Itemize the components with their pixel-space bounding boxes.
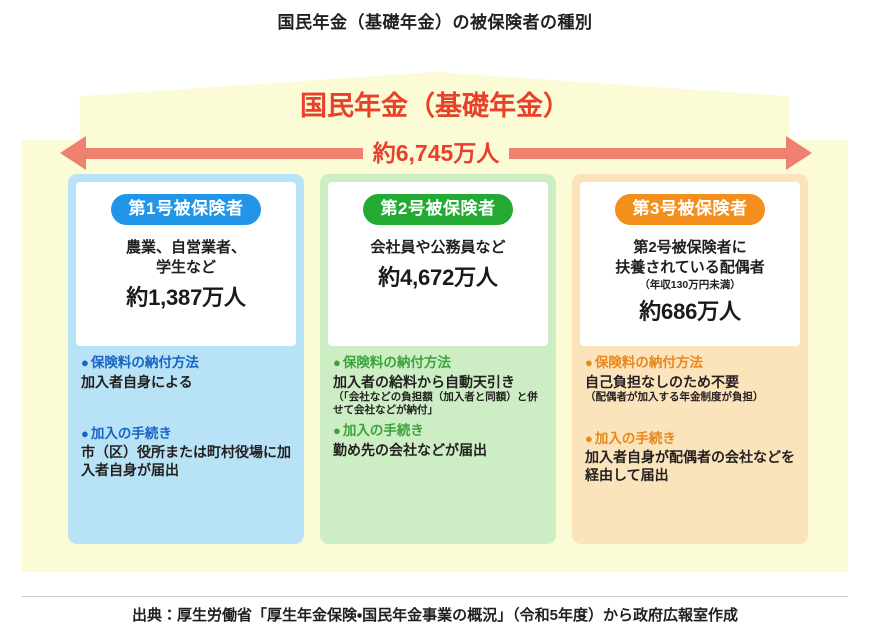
detail-heading-label: 加入の手続き	[342, 423, 424, 439]
category-details-type3: ● 保険料の納付方法 自己負担なしのため不要 （配偶者が加入する年金制度が負担）…	[580, 346, 800, 534]
bullet-dot-icon: ●	[81, 425, 89, 441]
detail-body-enrollment-type2: 勤め先の会社などが届出	[333, 441, 487, 458]
bullet-dot-icon: ●	[585, 355, 593, 370]
detail-body-payment-type2: 加入者の給料から自動天引き	[333, 373, 515, 390]
category-column-type2: 第2号被保険者 会社員や公務員など 約4,672万人 ● 保険料の納付方法 加入…	[320, 174, 556, 544]
bullet-dot-icon: ●	[81, 355, 89, 370]
bullet-dot-icon: ●	[585, 430, 593, 446]
detail-body-payment-type3: 自己負担なしのため不要	[585, 373, 739, 390]
arrow-head-left-icon	[60, 136, 86, 170]
total-insured-count: 約6,745万人	[372, 139, 500, 166]
arrow-shaft-right	[509, 147, 786, 159]
category-description-line2: 学生など	[155, 258, 216, 276]
footer-divider	[22, 596, 848, 597]
detail-heading-label: 保険料の納付方法	[90, 355, 199, 370]
scheme-name: 国民年金（基礎年金）	[300, 91, 570, 121]
bullet-dot-icon: ●	[333, 355, 341, 370]
category-description-line1: 第2号被保険者に	[633, 238, 747, 256]
detail-heading-enrollment-type3: ● 加入の手続き	[585, 430, 797, 448]
scheme-header: 国民年金（基礎年金）	[0, 91, 870, 122]
detail-subnote-payment-type2: （「会社などの負担額（加入者と同額）と併せて会社などが納付」	[333, 390, 538, 416]
bullet-dot-icon: ●	[333, 423, 341, 439]
detail-heading-payment-type2: ● 保険料の納付方法	[333, 354, 545, 372]
category-badge-type3: 第3号被保険者	[614, 194, 766, 225]
detail-subnote-payment-type3: （配偶者が加入する年金制度が負担）	[585, 390, 764, 403]
category-description-type2: 会社員や公務員など	[334, 238, 542, 258]
category-count-type2: 約4,672万人	[378, 264, 498, 290]
category-income-note-type3: （年収130万円未満）	[639, 279, 741, 292]
category-description-line2: 扶養されている配偶者	[615, 258, 765, 276]
category-badge-type2: 第2号被保険者	[362, 194, 514, 225]
detail-heading-enrollment-type2: ● 加入の手続き	[333, 422, 545, 440]
insured-category-columns: 第1号被保険者 農業、自営業者、 学生など 約1,387万人 ● 保険料の納付方…	[68, 174, 808, 544]
category-description-type3: 第2号被保険者に 扶養されている配偶者 （年収130万円未満）	[586, 238, 794, 292]
total-coverage-arrow: 約6,745万人	[60, 136, 812, 170]
detail-heading-payment-type1: ● 保険料の納付方法	[81, 354, 293, 372]
detail-block-payment-type2: ● 保険料の納付方法 加入者の給料から自動天引き （「会社などの負担額（加入者と…	[333, 354, 545, 416]
detail-heading-label: 保険料の納付方法	[342, 355, 451, 370]
detail-block-payment-type3: ● 保険料の納付方法 自己負担なしのため不要 （配偶者が加入する年金制度が負担）	[585, 354, 797, 404]
category-card-type2: 第2号被保険者 会社員や公務員など 約4,672万人	[328, 182, 548, 346]
page-title: 国民年金（基礎年金）の被保険者の種別	[277, 13, 593, 32]
category-column-type3: 第3号被保険者 第2号被保険者に 扶養されている配偶者 （年収130万円未満） …	[572, 174, 808, 544]
detail-block-payment-type1: ● 保険料の納付方法 加入者自身による	[81, 354, 293, 391]
arrow-shaft-left	[86, 147, 363, 159]
detail-heading-label: 加入の手続き	[90, 425, 172, 441]
source-note: 出典：厚生労働省「厚生年金保険・国民年金事業の概況」（令和5年度）から政府広報室…	[132, 607, 738, 624]
arrow-head-right-icon	[786, 136, 812, 170]
category-card-type3: 第3号被保険者 第2号被保険者に 扶養されている配偶者 （年収130万円未満） …	[580, 182, 800, 346]
category-description-type1: 農業、自営業者、 学生など	[82, 238, 290, 279]
detail-body-enrollment-type1: 市（区）役所または町村役場に加入者自身が届出	[81, 444, 291, 479]
detail-heading-payment-type3: ● 保険料の納付方法	[585, 354, 797, 372]
category-description-line1: 会社員や公務員など	[370, 238, 506, 256]
detail-heading-label: 加入の手続き	[594, 430, 676, 446]
detail-block-enrollment-type3: ● 加入の手続き 加入者自身が配偶者の会社などを経由して届出	[585, 430, 797, 485]
detail-body-enrollment-type3: 加入者自身が配偶者の会社などを経由して届出	[585, 449, 795, 484]
category-details-type1: ● 保険料の納付方法 加入者自身による ● 加入の手続き 市（区）役所または町村…	[76, 346, 296, 534]
category-count-type3: 約686万人	[639, 298, 741, 324]
category-card-type1: 第1号被保険者 農業、自営業者、 学生など 約1,387万人	[76, 182, 296, 346]
category-badge-type1: 第1号被保険者	[110, 194, 262, 225]
category-column-type1: 第1号被保険者 農業、自営業者、 学生など 約1,387万人 ● 保険料の納付方…	[68, 174, 304, 544]
category-description-line1: 農業、自営業者、	[125, 238, 246, 256]
category-count-type1: 約1,387万人	[126, 285, 246, 311]
detail-heading-enrollment-type1: ● 加入の手続き	[81, 425, 293, 443]
category-details-type2: ● 保険料の納付方法 加入者の給料から自動天引き （「会社などの負担額（加入者と…	[328, 346, 548, 534]
detail-heading-label: 保険料の納付方法	[594, 355, 703, 370]
detail-block-enrollment-type2: ● 加入の手続き 勤め先の会社などが届出	[333, 422, 545, 459]
detail-block-enrollment-type1: ● 加入の手続き 市（区）役所または町村役場に加入者自身が届出	[81, 425, 293, 480]
detail-body-payment-type1: 加入者自身による	[81, 373, 193, 390]
